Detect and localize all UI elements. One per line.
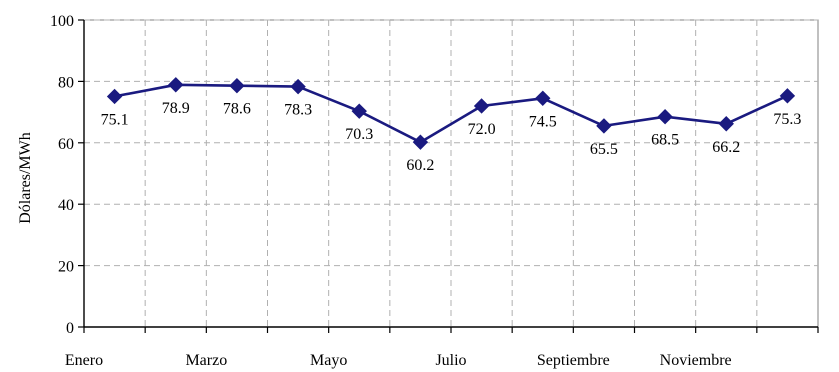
y-tick-label: 40: [58, 197, 74, 214]
data-label: 68.5: [651, 132, 679, 149]
data-point-marker: [657, 108, 673, 125]
data-label: 78.3: [284, 102, 312, 119]
x-tick-label: Septiembre: [537, 352, 610, 369]
data-point-marker: [412, 134, 429, 150]
data-label: 70.3: [345, 126, 373, 143]
series-line: [114, 83, 788, 144]
data-labels: 75.1 78.9 78.6 78.3 70.3 60.2 72.0 74.5 65.5 68.5…: [101, 100, 802, 174]
axes: [78, 19, 819, 333]
x-tick-label: Noviembre: [660, 352, 732, 369]
data-point-marker: [106, 88, 123, 105]
data-label: 78.9: [162, 100, 190, 117]
data-label: 74.5: [529, 113, 557, 130]
data-label: 75.1: [101, 111, 129, 128]
data-point-marker: [168, 77, 184, 93]
x-tick-label: Marzo: [185, 352, 227, 369]
series: [106, 77, 796, 150]
x-tick-label: Enero: [65, 352, 103, 369]
data-label: 72.0: [468, 121, 496, 138]
data-point-marker: [596, 118, 612, 134]
data-label: 78.6: [223, 101, 251, 118]
data-label: 75.3: [773, 111, 801, 128]
x-tick-label: Julio: [435, 352, 466, 369]
y-tick-label: 100: [50, 13, 74, 30]
data-point-marker: [229, 77, 245, 94]
data-point-marker: [351, 103, 367, 119]
gridlines: [83, 19, 819, 328]
data-point-marker: [779, 88, 796, 104]
y-tick-label: 0: [66, 320, 74, 337]
y-tick-label: 60: [58, 136, 74, 153]
x-tick-label: Mayo: [310, 352, 347, 369]
y-tick-label: 80: [58, 74, 74, 91]
y-axis-title: Dólares/MWh: [17, 132, 34, 224]
data-point-marker: [290, 78, 306, 95]
data-label: 60.2: [406, 157, 434, 174]
data-point-marker: [473, 98, 490, 114]
tick-labels: 0 20 40 60 80 100 Enero Marzo Mayo Julio Septiembr…: [50, 13, 732, 369]
y-tick-label: 20: [58, 259, 74, 276]
data-label: 66.2: [712, 139, 740, 156]
data-point-marker: [718, 116, 734, 132]
data-label: 65.5: [590, 141, 618, 158]
data-point-marker: [535, 90, 551, 106]
